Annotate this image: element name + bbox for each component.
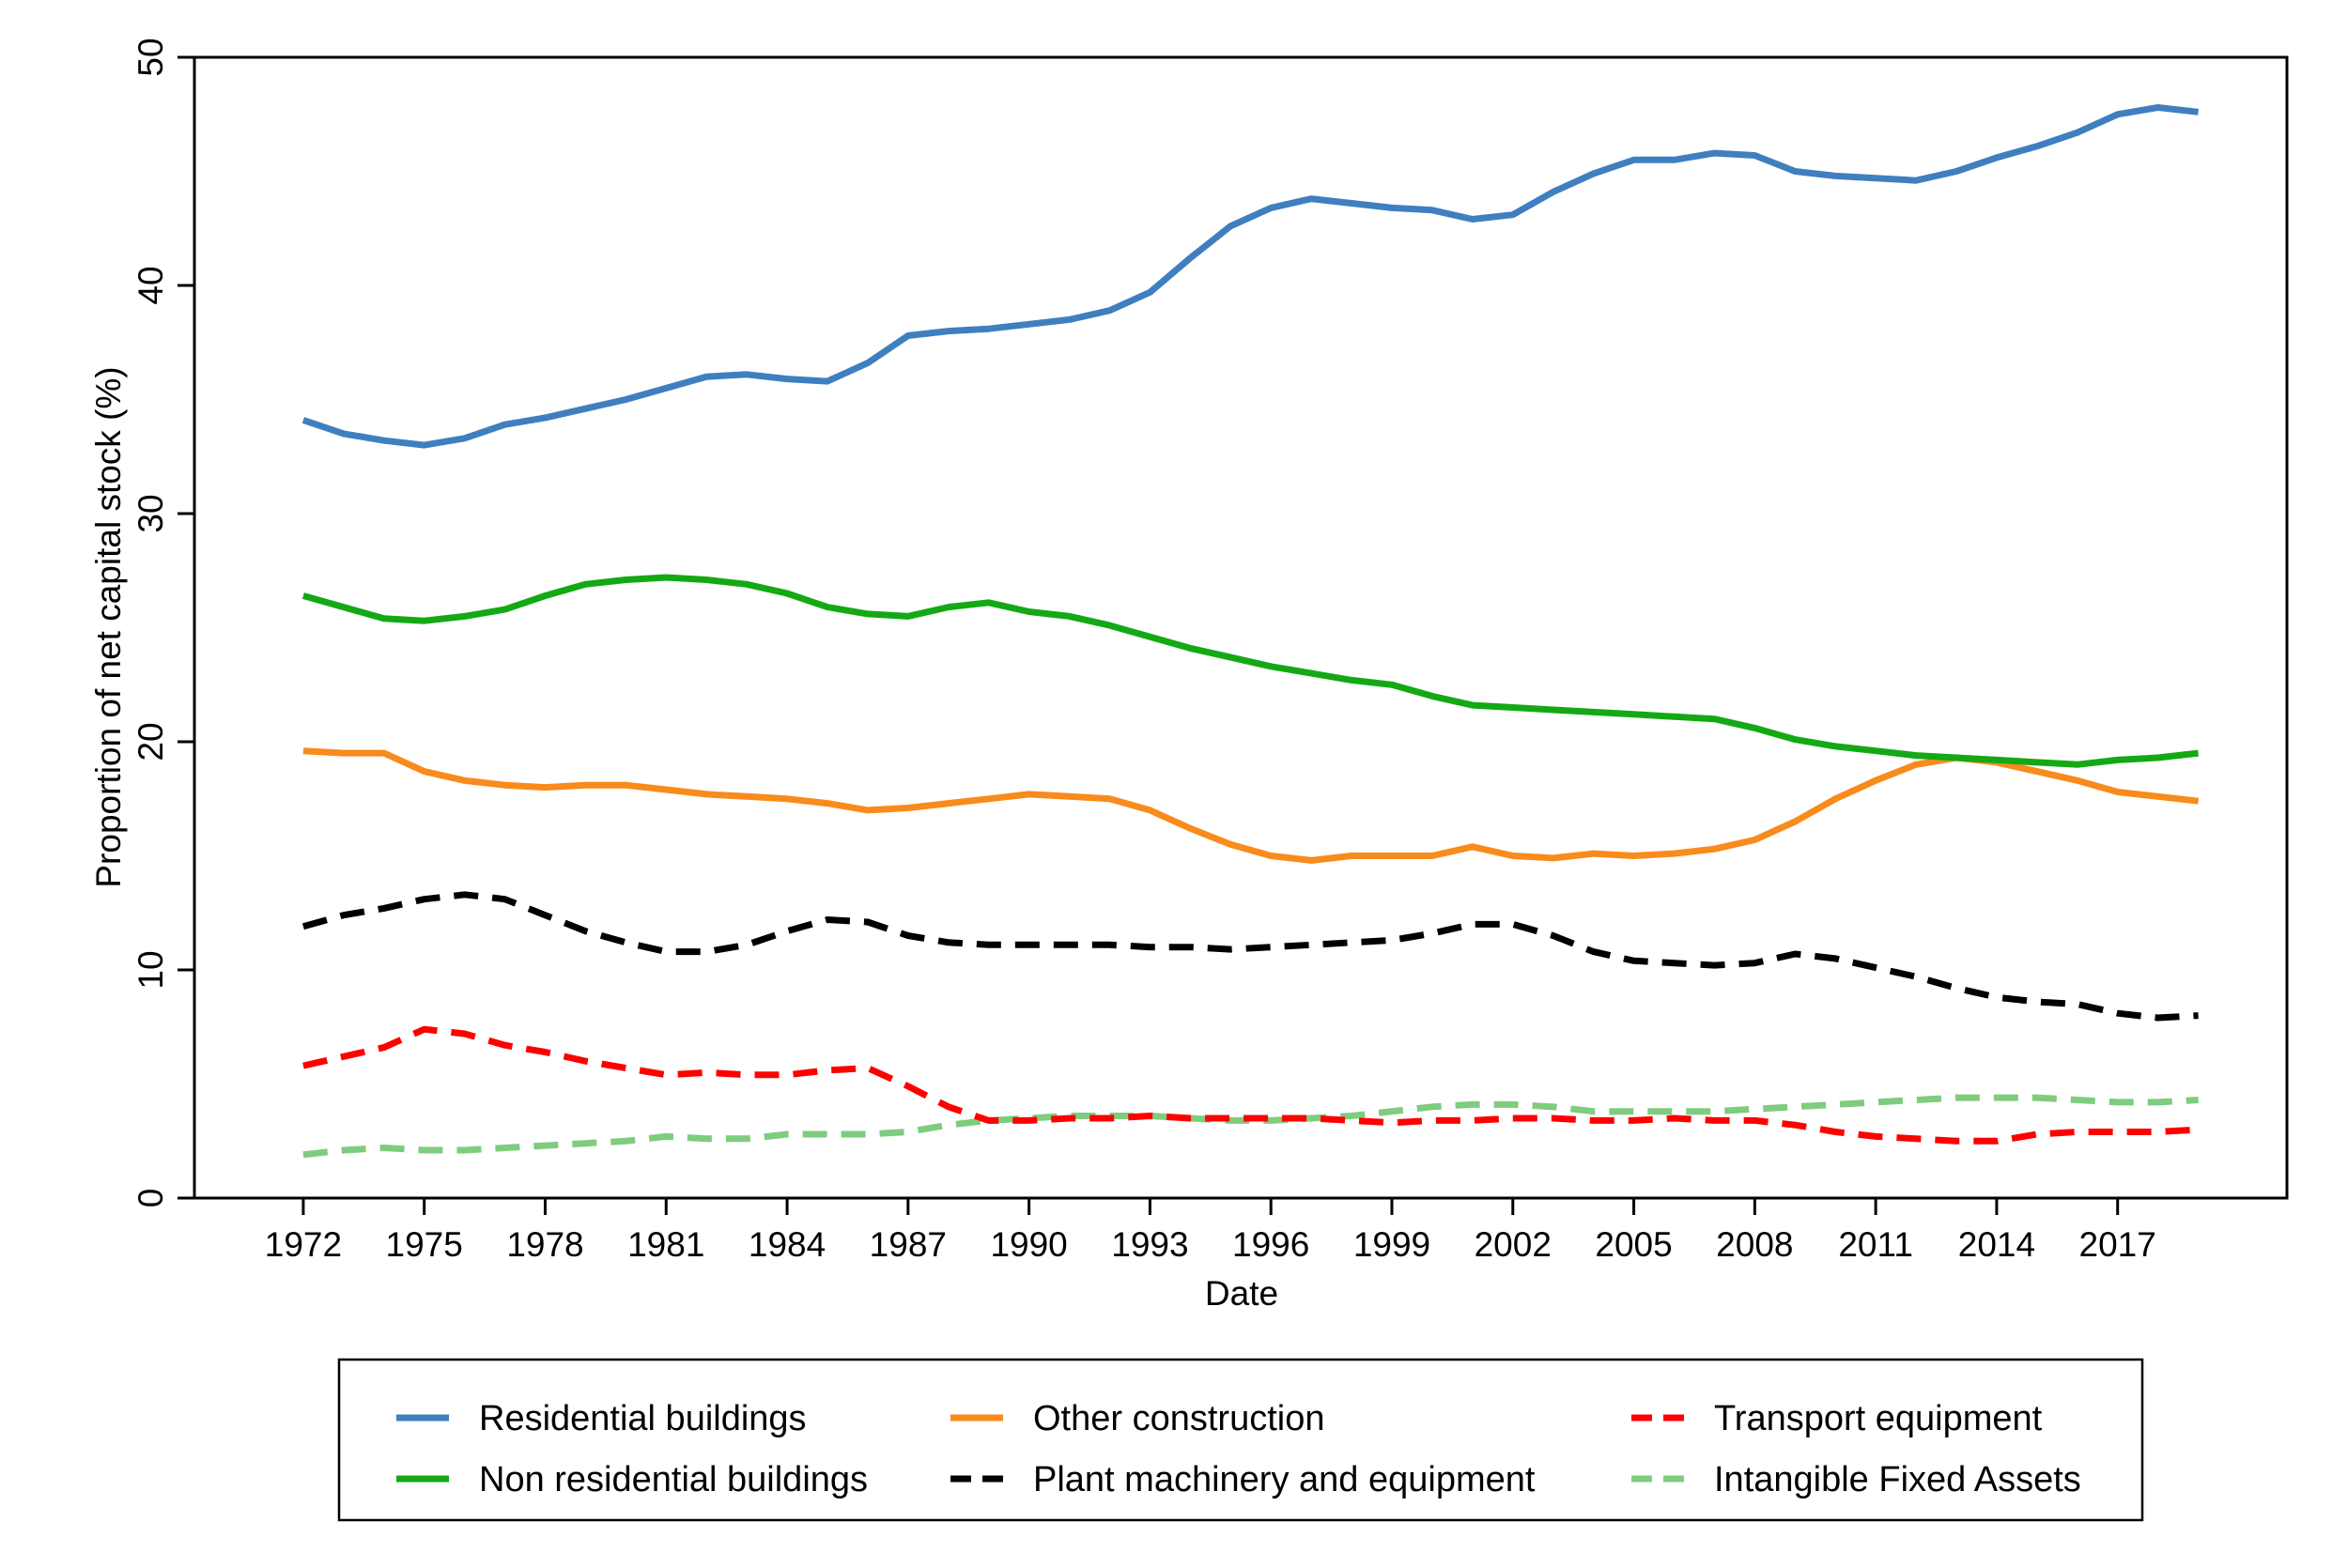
legend-label: Plant machinery and equipment [1033, 1460, 1536, 1499]
legend-label: Non residential buildings [479, 1460, 868, 1499]
y-axis: 0 10 20 30 40 50 [131, 38, 194, 1207]
x-tick-label: 1987 [870, 1225, 947, 1264]
x-tick-label: 2014 [1958, 1225, 2035, 1264]
y-tick-label: 30 [131, 494, 170, 532]
x-tick-label: 2005 [1595, 1225, 1672, 1264]
x-axis-title: Date [1205, 1274, 1278, 1313]
y-tick-label: 50 [131, 38, 170, 76]
x-tick-label: 1972 [265, 1225, 342, 1264]
x-tick-label: 1978 [506, 1225, 583, 1264]
series-line [301, 104, 2199, 449]
legend-label: Intangible Fixed Assets [1714, 1460, 2081, 1499]
x-tick-label: 1990 [990, 1225, 1067, 1264]
series-lines [301, 104, 2199, 1159]
x-tick-label: 1996 [1232, 1225, 1309, 1264]
y-tick-label: 20 [131, 722, 170, 761]
y-tick-label: 0 [131, 1189, 170, 1208]
x-tick-label: 1999 [1353, 1225, 1430, 1264]
series-line [302, 747, 2199, 864]
series-line [302, 1094, 2199, 1159]
x-tick-label: 2008 [1716, 1225, 1793, 1264]
series-line [301, 574, 2199, 768]
x-tick-label: 2017 [2079, 1225, 2156, 1264]
series-line [302, 1025, 2199, 1145]
legend-label: Other construction [1033, 1399, 1324, 1438]
x-axis: 1972 1975 1978 1981 1984 1987 1990 1993 1996 1999… [265, 1198, 2156, 1264]
plot-frame [193, 55, 2289, 1200]
x-tick-label: 1984 [749, 1225, 826, 1264]
y-axis-title: Proportion of net capital stock (%) [89, 366, 128, 887]
legend-label: Transport equipment [1714, 1399, 2043, 1438]
legend-box [337, 1358, 2144, 1522]
x-tick-label: 1975 [386, 1225, 463, 1264]
x-tick-label: 1981 [627, 1225, 704, 1264]
legend: Residential buildings Other construction T… [396, 1399, 2081, 1499]
legend-label: Residential buildings [479, 1399, 807, 1438]
x-tick-label: 1993 [1111, 1225, 1188, 1264]
y-tick-label: 40 [131, 266, 170, 304]
x-tick-label: 2002 [1475, 1225, 1552, 1264]
series-line [301, 891, 2199, 1022]
x-tick-label: 2011 [1838, 1225, 1913, 1264]
y-tick-label: 10 [131, 950, 170, 989]
